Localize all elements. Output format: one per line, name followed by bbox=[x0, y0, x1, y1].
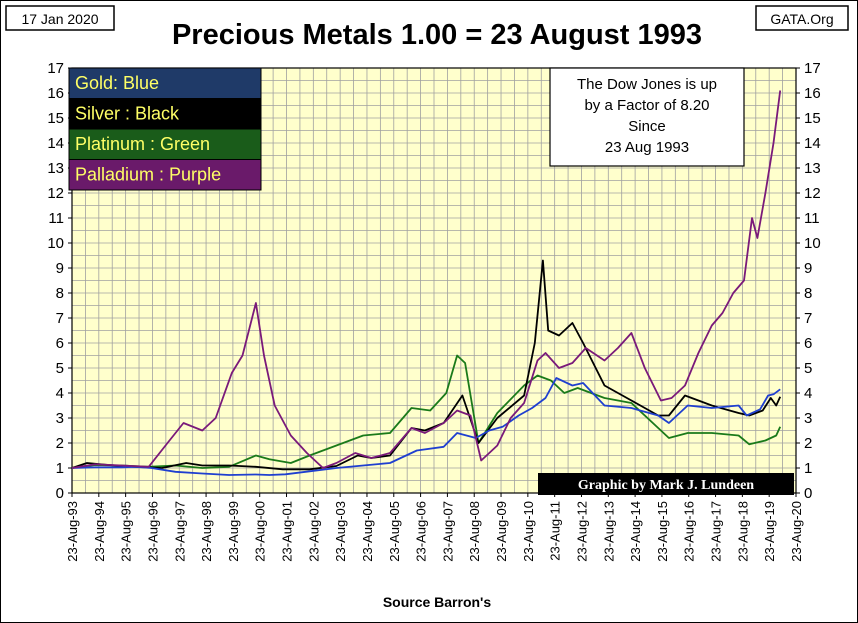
annotation-line-4: 23 Aug 1993 bbox=[605, 139, 689, 156]
y-tick-label-left: 10 bbox=[47, 235, 64, 252]
y-tick-label-right: 12 bbox=[804, 185, 821, 202]
date-box bbox=[5, 5, 115, 31]
x-tick-label: 23-Aug-08 bbox=[467, 501, 482, 562]
annotation-line-2: by a Factor of 8.20 bbox=[584, 97, 709, 114]
x-tick-label: 23-Aug-96 bbox=[145, 501, 160, 562]
y-tick-label-right: 1 bbox=[804, 460, 812, 477]
x-tick-label: 23-Aug-19 bbox=[762, 501, 777, 562]
y-tick-label-left: 14 bbox=[47, 135, 64, 152]
x-tick-label: 23-Aug-04 bbox=[360, 501, 375, 562]
y-tick-label-left: 6 bbox=[56, 335, 64, 352]
y-tick-label-right: 10 bbox=[804, 235, 821, 252]
y-tick-label-right: 6 bbox=[804, 335, 812, 352]
x-tick-label: 23-Aug-18 bbox=[735, 501, 750, 562]
y-tick-label-left: 7 bbox=[56, 310, 64, 327]
y-tick-label-left: 5 bbox=[56, 360, 64, 377]
x-tick-label: 23-Aug-15 bbox=[655, 501, 670, 562]
y-tick-label-right: 7 bbox=[804, 310, 812, 327]
y-tick-label-left: 1 bbox=[56, 460, 64, 477]
legend: Gold: Blue Silver : Black Platinum : Green… bbox=[68, 67, 262, 191]
y-tick-label-right: 2 bbox=[804, 435, 812, 452]
source-badge-box bbox=[755, 5, 849, 31]
legend-entry-label: Palladium : Purple bbox=[75, 165, 221, 185]
y-tick-label-right: 8 bbox=[804, 285, 812, 302]
x-tick-label: 23-Aug-13 bbox=[601, 501, 616, 562]
y-tick-label-right: 14 bbox=[804, 135, 821, 152]
x-tick-label: 23-Aug-94 bbox=[92, 501, 107, 562]
x-tick-label: 23-Aug-95 bbox=[119, 501, 134, 562]
x-tick-label: 23-Aug-99 bbox=[226, 501, 241, 562]
series-lines bbox=[71, 90, 782, 476]
x-tick-label: 23-Aug-05 bbox=[387, 501, 402, 562]
x-tick-label: 23-Aug-01 bbox=[280, 501, 295, 562]
annotation-box bbox=[549, 67, 745, 167]
x-tick-label: 23-Aug-17 bbox=[709, 501, 724, 562]
chart-title: Precious Metals 1.00 = 23 August 1993 bbox=[172, 19, 702, 51]
x-tick-label: 23-Aug-16 bbox=[682, 501, 697, 562]
y-tick-label-left: 2 bbox=[56, 435, 64, 452]
y-tick-label-left: 9 bbox=[56, 260, 64, 277]
annotation-line-3: Since bbox=[628, 118, 666, 135]
x-tick-label: 23-Aug-00 bbox=[253, 501, 268, 562]
series-line-gold bbox=[71, 377, 781, 476]
y-tick-label-left: 15 bbox=[47, 110, 64, 127]
x-tick-label: 23-Aug-11 bbox=[548, 501, 563, 561]
legend-entry-label: Silver : Black bbox=[75, 104, 180, 124]
y-tick-label-right: 5 bbox=[804, 360, 812, 377]
x-tick-label: 23-Aug-10 bbox=[521, 501, 536, 562]
x-tick-label: 23-Aug-09 bbox=[494, 501, 509, 562]
y-tick-label-left: 4 bbox=[56, 385, 64, 402]
x-axis-label: Source Barron's bbox=[383, 594, 492, 610]
x-tick-label: 23-Aug-14 bbox=[628, 501, 643, 562]
x-tick-label: 23-Aug-07 bbox=[440, 501, 455, 562]
plot-border bbox=[71, 67, 797, 494]
x-tick-label: 23-Aug-97 bbox=[172, 501, 187, 562]
date-label: 17 Jan 2020 bbox=[21, 11, 98, 27]
y-tick-label-left: 17 bbox=[47, 60, 64, 77]
y-tick-label-right: 15 bbox=[804, 110, 821, 127]
x-tick-label: 23-Aug-03 bbox=[333, 501, 348, 562]
y-tick-label-right: 3 bbox=[804, 410, 812, 427]
series-line-platinum bbox=[71, 354, 782, 469]
y-tick-label-left: 3 bbox=[56, 410, 64, 427]
x-tick-label: 23-Aug-12 bbox=[574, 501, 589, 562]
source-badge: GATA.Org bbox=[770, 11, 833, 27]
series-line-palladium bbox=[71, 90, 782, 469]
y-tick-label-right: 16 bbox=[804, 85, 821, 102]
y-tick-label-right: 13 bbox=[804, 160, 821, 177]
y-tick-label-left: 13 bbox=[47, 160, 64, 177]
x-tick-label: 23-Aug-98 bbox=[199, 501, 214, 562]
y-tick-label-left: 12 bbox=[47, 185, 64, 202]
x-tick-label: 23-Aug-06 bbox=[414, 501, 429, 562]
annotation-line-1: The Dow Jones is up bbox=[577, 76, 717, 93]
x-tick-label: 23-Aug-02 bbox=[306, 501, 321, 562]
y-tick-label-left: 16 bbox=[47, 85, 64, 102]
legend-entry-box bbox=[68, 67, 262, 99]
y-tick-label-right: 9 bbox=[804, 260, 812, 277]
credit-label: Graphic by Mark J. Lundeen bbox=[578, 478, 754, 493]
legend-entry-label: Gold: Blue bbox=[75, 73, 159, 93]
legend-entry-box bbox=[68, 159, 262, 191]
y-tick-label-right: 11 bbox=[804, 210, 820, 227]
legend-entry-box bbox=[68, 128, 262, 160]
y-tick-label-right: 17 bbox=[804, 60, 821, 77]
credit-box bbox=[538, 473, 794, 495]
legend-entry-label: Platinum : Green bbox=[75, 134, 210, 154]
y-tick-label-left: 0 bbox=[56, 485, 64, 502]
y-tick-label-left: 8 bbox=[56, 285, 64, 302]
y-tick-label-right: 4 bbox=[804, 385, 812, 402]
legend-entry-box bbox=[68, 98, 262, 130]
y-tick-label-left: 11 bbox=[48, 210, 64, 227]
y-tick-label-right: 0 bbox=[804, 485, 812, 502]
x-tick-label: 23-Aug-93 bbox=[65, 501, 80, 562]
x-tick-label: 23-Aug-20 bbox=[789, 501, 804, 562]
